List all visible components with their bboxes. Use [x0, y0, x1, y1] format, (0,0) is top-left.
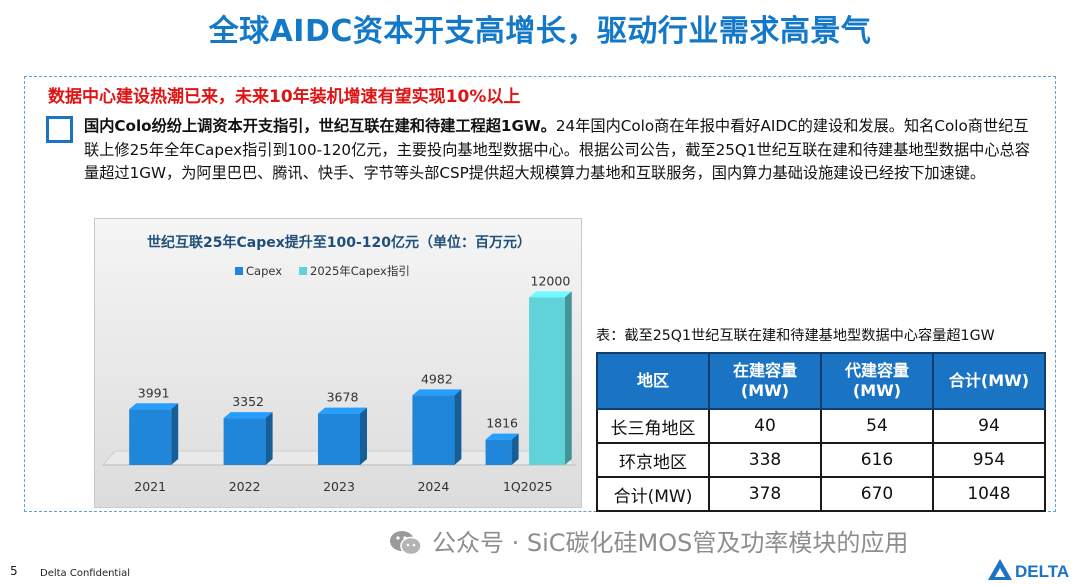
table-cell: 40 — [708, 408, 822, 444]
bar-side — [564, 291, 572, 465]
wechat-icon — [390, 531, 422, 556]
table-cell: 378 — [708, 476, 822, 512]
bar-top — [485, 433, 519, 440]
paragraph-bold: 国内Colo纷纷上调资本开支指引，世纪互联在建和待建工程超1GW。 — [84, 117, 556, 135]
table-row: 环京地区 338 616 954 — [596, 442, 1046, 478]
table-body: 长三角地区 40 54 94 环京地区 338 616 954 合计(MW) 378 670 1048 — [596, 408, 1046, 512]
table-cell: 1048 — [932, 476, 1046, 512]
table-cell: 环京地区 — [596, 442, 710, 478]
bar-side — [360, 407, 367, 465]
bar-top — [129, 403, 179, 410]
bar — [529, 297, 565, 465]
x-tick-label: 2024 — [417, 479, 449, 494]
bar-top — [318, 407, 367, 414]
bar — [412, 395, 455, 465]
page-number: 5 — [10, 564, 18, 578]
bar-side — [454, 389, 462, 465]
legend-label: 2025年Capex指引 — [310, 264, 410, 278]
legend-swatch — [299, 267, 307, 275]
table-cell: 94 — [932, 408, 1046, 444]
legend-swatch — [235, 267, 243, 275]
bar-value-label: 1816 — [486, 416, 518, 431]
bar-value-label: 4982 — [421, 371, 453, 386]
table-header-row: 地区 在建容量 (MW) 代建容量 (MW) 合计(MW) — [596, 352, 1046, 410]
bar-top — [412, 389, 462, 396]
content-panel — [24, 76, 1056, 512]
table-header-cell: 地区 — [596, 352, 710, 410]
capex-chart: 世纪互联25年Capex提升至100-120亿元（单位：百万元） Capex 202… — [94, 218, 582, 508]
x-tick-label: 2022 — [229, 479, 261, 494]
table-cell: 670 — [820, 476, 934, 512]
confidential-label: Delta Confidential — [40, 568, 131, 579]
table-row: 合计(MW) 378 670 1048 — [596, 476, 1046, 512]
bullet-checkbox-icon — [46, 116, 73, 143]
bar — [129, 409, 172, 465]
table-cell: 长三角地区 — [596, 408, 710, 444]
x-tick-label: 1Q2025 — [503, 479, 553, 494]
table-header-cell: 在建容量 (MW) — [708, 352, 822, 410]
capacity-table: 地区 在建容量 (MW) 代建容量 (MW) 合计(MW) 长三角地区 40 54 94 环京… — [596, 352, 1046, 512]
bar — [223, 418, 266, 465]
table-header-cell: 合计(MW) — [932, 352, 1046, 410]
bar-side — [171, 403, 179, 465]
bar-value-label: 3352 — [232, 394, 264, 409]
delta-logo: DELTA — [988, 559, 1069, 581]
headline: 数据中心建设热潮已来，未来10年装机增速有望实现10%以上 — [48, 87, 521, 107]
bar — [485, 439, 512, 465]
bar-side — [265, 412, 273, 465]
x-tick-label: 2021 — [134, 479, 166, 494]
table-cell: 54 — [820, 408, 934, 444]
table-header-cell: 代建容量 (MW) — [820, 352, 934, 410]
bar-top — [529, 291, 572, 298]
page-title: 全球AIDC资本开支高增长，驱动行业需求高景气 — [208, 14, 872, 49]
table-caption: 表：截至25Q1世纪互联在建和待建基地型数据中心容量超1GW — [596, 328, 995, 344]
table-cell: 338 — [708, 442, 822, 478]
bar — [318, 413, 360, 465]
capex-chart-svg: 世纪互联25年Capex提升至100-120亿元（单位：百万元） Capex 202… — [101, 234, 577, 494]
body-paragraph: 国内Colo纷纷上调资本开支指引，世纪互联在建和待建工程超1GW。24年国内Co… — [84, 115, 1034, 186]
table-cell: 954 — [932, 442, 1046, 478]
bar-value-label: 3678 — [327, 390, 359, 405]
logo-text: DELTA — [1015, 562, 1069, 581]
table-row: 长三角地区 40 54 94 — [596, 408, 1046, 444]
x-tick-label: 2023 — [323, 479, 355, 494]
bar-value-label: 12000 — [531, 273, 571, 288]
bar-top — [223, 412, 273, 419]
bar-side — [511, 433, 519, 465]
bar-value-label: 3991 — [138, 385, 170, 400]
paragraph-text: 24年国内Colo商在年报中看好AIDC的建设和发展。知名Colo商世纪互联上修… — [84, 117, 1030, 182]
chart-title: 世纪互联25年Capex提升至100-120亿元（单位：百万元） — [147, 234, 531, 251]
watermark: 公众号 · SiC碳化硅MOS管及功率模块的应用 — [432, 529, 909, 557]
table-cell: 616 — [820, 442, 934, 478]
legend-label: Capex — [246, 264, 282, 278]
table-cell: 合计(MW) — [596, 476, 710, 512]
